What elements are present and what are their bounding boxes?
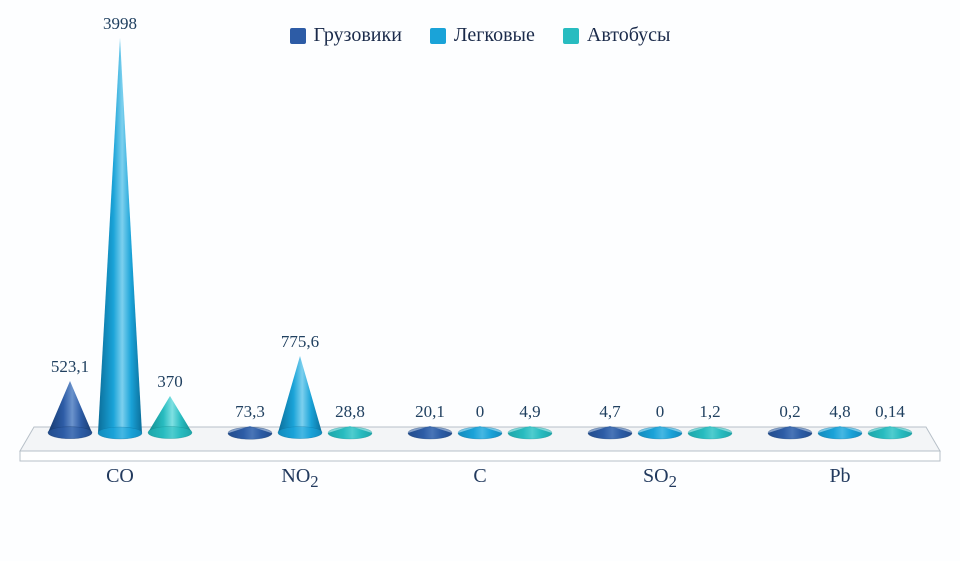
value-label-C-Легковые: 0 [476,402,485,422]
group-CO: 523,1 3998 370 [30,60,210,461]
cone-C-Автобусы: 4,9 [508,426,552,441]
value-label-SO2-Грузовики: 4,7 [599,402,620,422]
cone-SO2-Легковые: 0 [638,426,682,441]
value-label-C-Автобусы: 4,9 [519,402,540,422]
value-label-CO-Грузовики: 523,1 [51,357,89,377]
value-label-SO2-Легковые: 0 [656,402,665,422]
value-label-Pb-Легковые: 4,8 [829,402,850,422]
cone-SO2-Грузовики: 4,7 [588,426,632,441]
cone-NO2-Легковые: 775,6 [278,356,322,441]
group-C: 20,1 0 4,9 [390,60,570,461]
legend-label-cars: Легковые [454,24,535,47]
legend-swatch-buses [563,28,579,44]
x-label-SO2: SO2 [570,465,750,501]
legend-label-buses: Автобусы [587,24,671,47]
legend-item-buses: Автобусы [563,24,671,47]
cone-Pb-Легковые: 4,8 [818,426,862,441]
cone-Pb-Грузовики: 0,2 [768,426,812,441]
x-label-NO2: NO2 [210,465,390,501]
cone-C-Легковые: 0 [458,426,502,441]
cone-Pb-Автобусы: 0,14 [868,426,912,441]
cones-C: 20,1 0 4,9 [390,426,570,441]
value-label-CO-Автобусы: 370 [157,372,183,392]
cones-Pb: 0,2 4,8 0,14 [750,426,930,441]
group-NO2: 73,3 775,6 28,8 [210,60,390,461]
cone-NO2-Грузовики: 73,3 [228,426,272,441]
cone-CO-Грузовики: 523,1 [48,381,92,441]
cone-CO-Легковые: 3998 [98,38,142,441]
cone-C-Грузовики: 20,1 [408,426,452,441]
x-label-C: C [390,465,570,501]
value-label-SO2-Автобусы: 1,2 [699,402,720,422]
emissions-cone-chart: Грузовики Легковые Автобусы [0,0,960,561]
cones-CO: 523,1 3998 370 [30,38,210,441]
legend-item-trucks: Грузовики [290,24,402,47]
cones-SO2: 4,7 0 1,2 [570,426,750,441]
group-SO2: 4,7 0 1,2 [570,60,750,461]
plot-area: 523,1 3998 370 73 [30,60,930,501]
category-groups: 523,1 3998 370 73 [30,60,930,461]
value-label-NO2-Автобусы: 28,8 [335,402,365,422]
group-Pb: 0,2 4,8 0,14 [750,60,930,461]
legend-swatch-cars [430,28,446,44]
cones-NO2: 73,3 775,6 28,8 [210,356,390,441]
x-label-CO: CO [30,465,210,501]
value-label-Pb-Автобусы: 0,14 [875,402,905,422]
cone-SO2-Автобусы: 1,2 [688,426,732,441]
value-label-NO2-Легковые: 775,6 [281,332,319,352]
x-axis-labels: CONO2CSO2Pb [30,465,930,501]
value-label-NO2-Грузовики: 73,3 [235,402,265,422]
legend-swatch-trucks [290,28,306,44]
legend-label-trucks: Грузовики [314,24,402,47]
legend-item-cars: Легковые [430,24,535,47]
cone-NO2-Автобусы: 28,8 [328,426,372,441]
cone-CO-Автобусы: 370 [148,396,192,441]
value-label-C-Грузовики: 20,1 [415,402,445,422]
x-label-Pb: Pb [750,465,930,501]
value-label-Pb-Грузовики: 0,2 [779,402,800,422]
value-label-CO-Легковые: 3998 [103,14,137,34]
